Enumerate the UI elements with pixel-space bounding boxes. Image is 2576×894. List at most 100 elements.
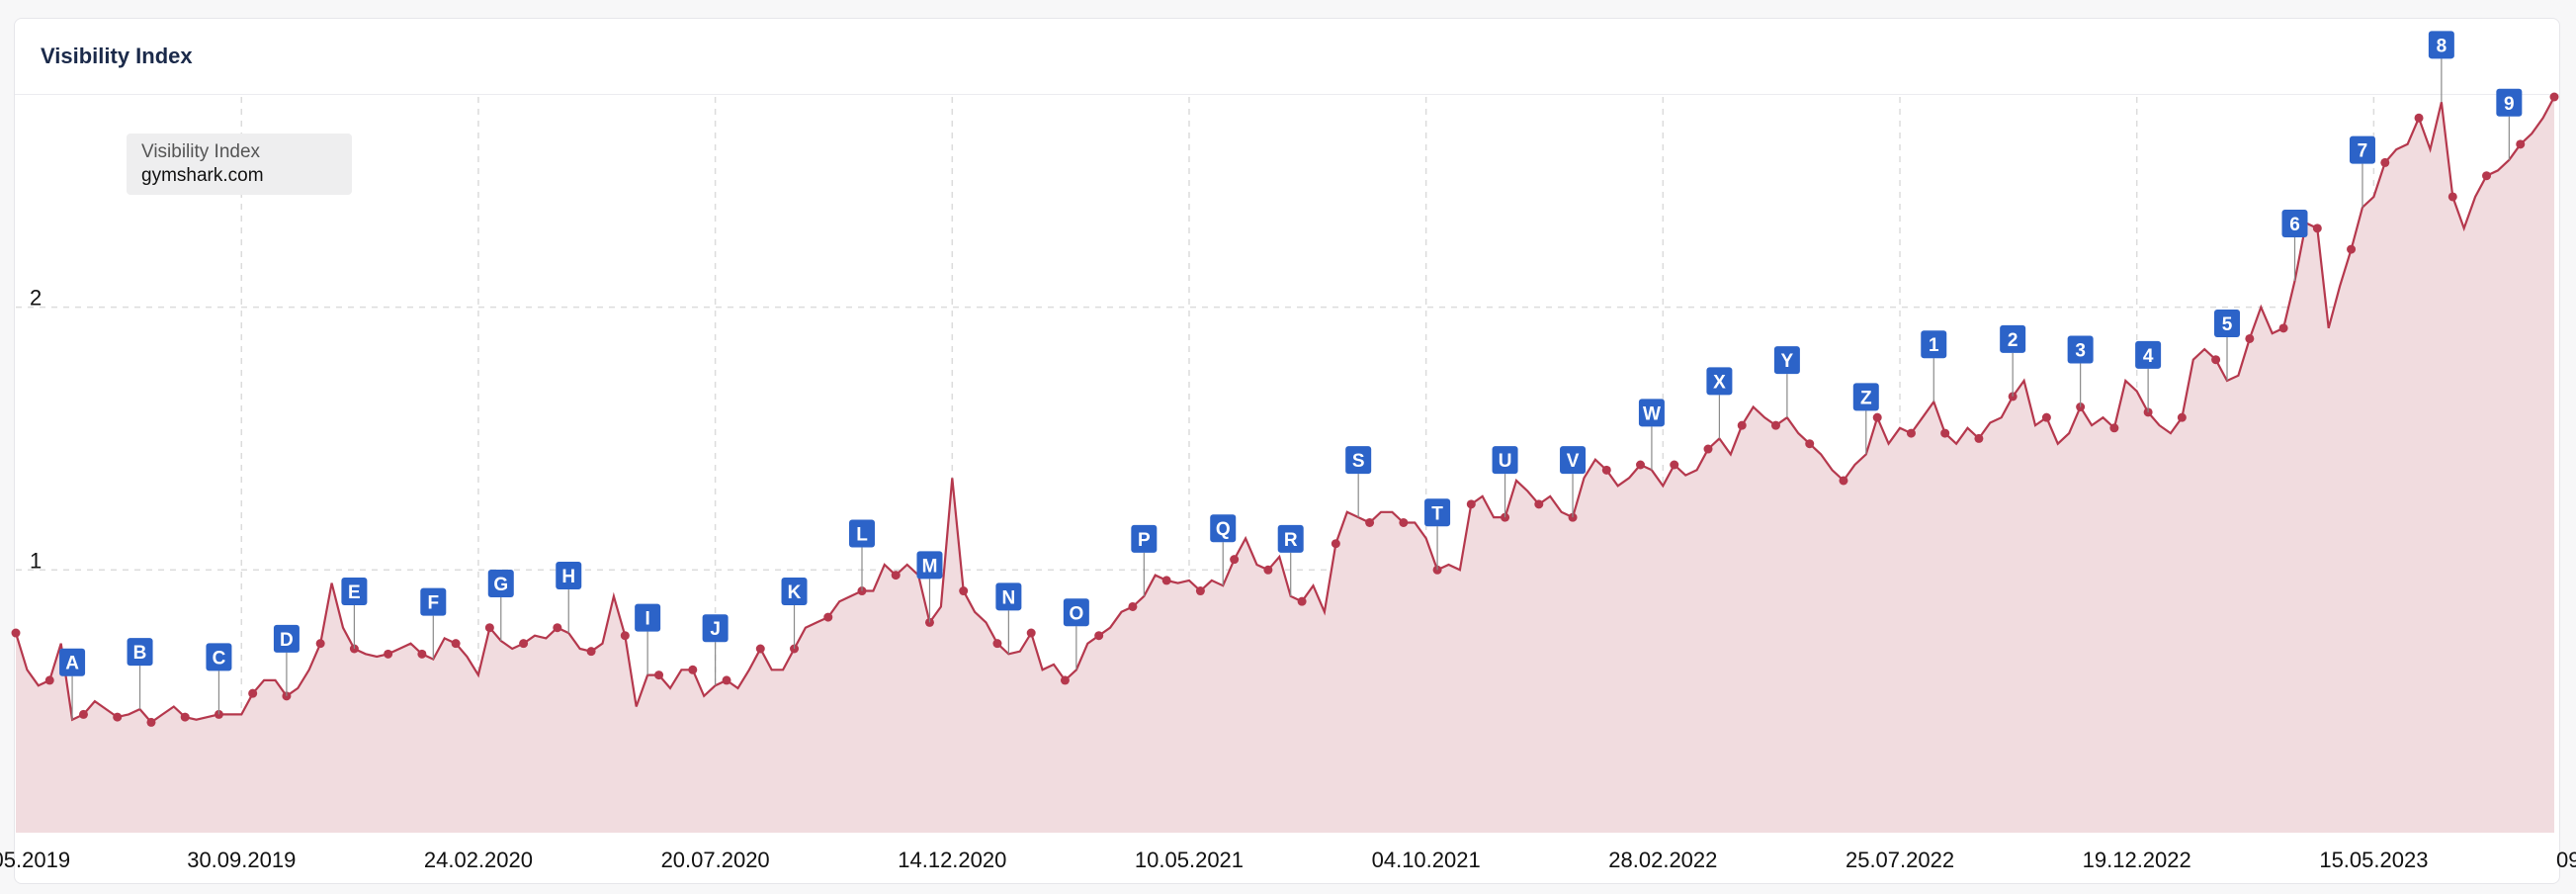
x-tick-label: 09.10.2023 <box>2556 848 2576 872</box>
x-tick-label: 30.09.2019 <box>187 848 296 872</box>
data-point <box>44 675 54 685</box>
x-tick-label: 28.02.2022 <box>1608 848 1717 872</box>
annotation-flag <box>1277 524 1304 553</box>
annotation-flag <box>1773 346 1800 375</box>
annotation-label: W <box>1643 403 1661 424</box>
chart-legend: Visibility Index gymshark.com <box>127 134 352 195</box>
annotation-label: K <box>788 582 802 603</box>
data-point <box>384 649 393 659</box>
data-point <box>1230 555 1240 565</box>
annotation-flag <box>206 643 232 671</box>
x-tick-label: 15.05.2023 <box>2319 848 2428 872</box>
data-point <box>1060 675 1070 685</box>
data-point <box>1161 576 1171 585</box>
annotation-flag <box>702 614 729 643</box>
annotation-flag <box>1921 330 1947 359</box>
series-line <box>14 96 2555 724</box>
annotation-label: C <box>213 648 226 669</box>
data-point <box>2549 92 2559 102</box>
annotation-flag <box>849 519 875 548</box>
data-point <box>654 670 664 680</box>
annotation-flag <box>2214 309 2241 337</box>
annotation-label: 2 <box>2008 330 2018 351</box>
annotation-flag <box>2349 135 2375 164</box>
x-tick-label: 14.12.2020 <box>898 848 1006 872</box>
data-point <box>620 631 630 641</box>
data-point <box>2482 171 2492 181</box>
data-point <box>1534 499 1544 509</box>
annotation-flag <box>1852 383 1879 411</box>
card-header: Visibility Index <box>15 19 2559 95</box>
annotation-label: R <box>1284 530 1298 551</box>
annotation-label: 3 <box>2075 341 2086 362</box>
data-point <box>688 665 698 674</box>
annotation-flag <box>2428 31 2454 59</box>
annotation-label: N <box>1002 587 1016 608</box>
data-point <box>2312 224 2322 233</box>
annotation-label: L <box>856 525 868 546</box>
annotation-flag <box>1131 524 1158 553</box>
annotation-label: V <box>1567 451 1580 472</box>
data-point <box>1128 601 1138 611</box>
annotation-flag <box>916 551 943 580</box>
x-tick-label: 20.07.2020 <box>661 848 770 872</box>
annotation-label: 9 <box>2504 94 2515 115</box>
data-point <box>722 675 731 685</box>
data-point <box>992 639 1002 649</box>
data-point <box>113 712 123 722</box>
annotation-label: 7 <box>2358 141 2368 162</box>
data-point <box>11 628 21 638</box>
annotation-label: G <box>493 575 508 595</box>
x-tick-label: 25.07.2022 <box>1846 848 1954 872</box>
x-tick-label: 04.10.2021 <box>1372 848 1481 872</box>
annotation-flag <box>487 570 514 598</box>
annotation-flag <box>127 638 153 667</box>
annotation-label: J <box>710 619 721 640</box>
data-point <box>146 717 156 727</box>
annotation-flag <box>2135 340 2162 369</box>
annotation-flag <box>2281 210 2308 237</box>
data-point <box>1094 631 1104 641</box>
data-point <box>2109 423 2119 433</box>
data-point <box>1737 420 1747 430</box>
x-tick-label: 13.05.2019 <box>0 848 70 872</box>
annotation-label: Q <box>1216 519 1231 540</box>
x-tick-label: 19.12.2022 <box>2083 848 2191 872</box>
annotation-flag <box>1210 514 1237 543</box>
data-point <box>1974 433 1984 443</box>
annotation-label: E <box>348 582 361 603</box>
annotation-label: F <box>427 593 439 614</box>
annotation-flag <box>1492 446 1518 475</box>
data-point <box>451 639 461 649</box>
data-point <box>755 644 765 654</box>
data-point <box>2380 157 2390 167</box>
data-point <box>1670 460 1679 470</box>
data-point <box>1399 517 1409 527</box>
data-point <box>1940 428 1950 438</box>
annotation-flag <box>995 582 1022 611</box>
data-point <box>1195 586 1205 596</box>
data-point <box>78 709 88 719</box>
annotation-label: X <box>1713 372 1726 393</box>
data-point <box>891 571 901 581</box>
x-tick-label: 24.02.2020 <box>424 848 533 872</box>
annotation-flag <box>420 587 447 616</box>
data-point <box>1466 499 1476 509</box>
annotation-flag <box>2000 324 2026 353</box>
annotation-flag <box>2067 335 2094 364</box>
annotation-label: D <box>280 630 294 651</box>
data-point <box>1601 465 1611 475</box>
data-point <box>553 623 562 633</box>
annotation-label: 5 <box>2222 314 2233 335</box>
annotation-flag <box>1638 399 1665 427</box>
annotation-flag <box>2496 88 2523 117</box>
data-point <box>1839 476 1848 486</box>
annotation-flag <box>59 648 86 676</box>
annotation-label: Z <box>1860 388 1872 408</box>
annotation-flag <box>1063 598 1089 627</box>
annotation-label: 1 <box>1929 335 1939 356</box>
annotation-label: Y <box>1781 351 1794 372</box>
annotation-flag <box>1706 367 1733 396</box>
series-area <box>16 97 2554 833</box>
